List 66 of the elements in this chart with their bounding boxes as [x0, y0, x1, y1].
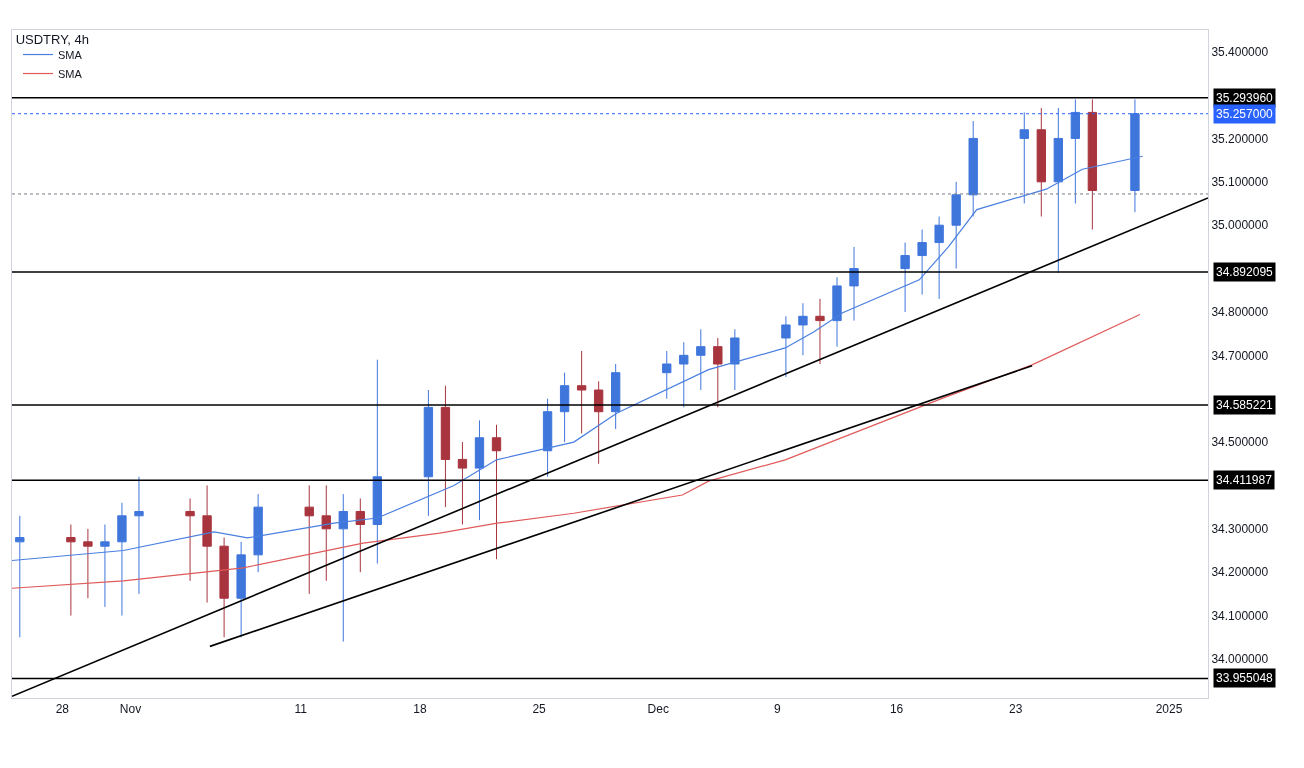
candlestick [321, 484, 331, 582]
candlestick [491, 424, 502, 560]
ref-line-label: 34.585221 [1216, 398, 1274, 412]
x-tick-label: Nov [119, 702, 142, 717]
x-tick-label: 16 [889, 702, 904, 717]
candlestick [474, 419, 485, 521]
candlestick [713, 337, 723, 408]
x-tick-label: 25 [532, 702, 547, 717]
line-series [12, 313, 1141, 589]
candlestick [457, 441, 468, 525]
candlestick [662, 350, 672, 400]
ref-line-label: 33.955048 [1216, 671, 1274, 685]
ref-line-label: 35.293960 [1216, 91, 1274, 105]
candlestick [66, 523, 76, 617]
x-tick-label: 28 [55, 702, 70, 717]
candlestick [423, 389, 434, 517]
y-tick-label: 35.000000 [1211, 218, 1269, 233]
chart-title: USDTRY, 4h [15, 32, 89, 48]
y-tick-label: 35.200000 [1211, 131, 1269, 146]
ref-line-label: 34.411987 [1216, 473, 1273, 487]
candlestick [730, 328, 740, 391]
x-tick-label: Dec [647, 702, 669, 717]
candlestick [781, 315, 791, 378]
y-tick-label: 34.300000 [1211, 522, 1269, 537]
candlestick [202, 484, 212, 604]
candlestick [679, 341, 689, 408]
y-tick-label: 34.500000 [1211, 435, 1269, 450]
candlestick [355, 497, 365, 573]
x-tick-label: 18 [413, 702, 427, 717]
candlestick [849, 246, 859, 322]
candlestick [440, 385, 451, 508]
y-tick-label: 34.000000 [1211, 652, 1269, 667]
candlestick [611, 363, 621, 430]
x-tick-label: 9 [774, 702, 782, 717]
y-tick-label: 35.400000 [1211, 44, 1269, 59]
candlestick [934, 216, 944, 300]
ref-line-label: 35.257000 [1216, 107, 1274, 121]
candlestick [1087, 98, 1098, 231]
candlestick [917, 229, 927, 296]
candlestick [185, 497, 195, 582]
x-tick-label: 11 [294, 702, 308, 717]
legend-label: SMA [57, 48, 83, 61]
x-tick-label: 2025 [1155, 702, 1183, 717]
candlestick [576, 350, 587, 434]
legend-label: SMA [57, 67, 83, 80]
candlestick [236, 541, 246, 638]
y-tick-label: 34.200000 [1211, 565, 1269, 580]
candlestick [593, 380, 604, 465]
candlestick [83, 528, 93, 599]
candlestick [951, 181, 961, 270]
candlestick [542, 398, 553, 478]
y-tick-label: 34.800000 [1211, 305, 1269, 320]
candlestick [559, 372, 570, 443]
candlestick [832, 276, 842, 348]
x-tick-label: 23 [1009, 702, 1023, 717]
candlestick [798, 302, 808, 356]
candlestick [1036, 107, 1046, 218]
y-tick-label: 34.700000 [1211, 348, 1269, 363]
ref-line-label: 34.892095 [1216, 265, 1274, 279]
candlestick [815, 298, 825, 365]
y-tick-label: 34.100000 [1211, 608, 1269, 623]
candlestick [304, 484, 314, 595]
candlestick [900, 242, 910, 313]
candlestick [219, 537, 229, 638]
y-tick-label: 35.100000 [1211, 175, 1269, 190]
candlestick [696, 328, 706, 391]
